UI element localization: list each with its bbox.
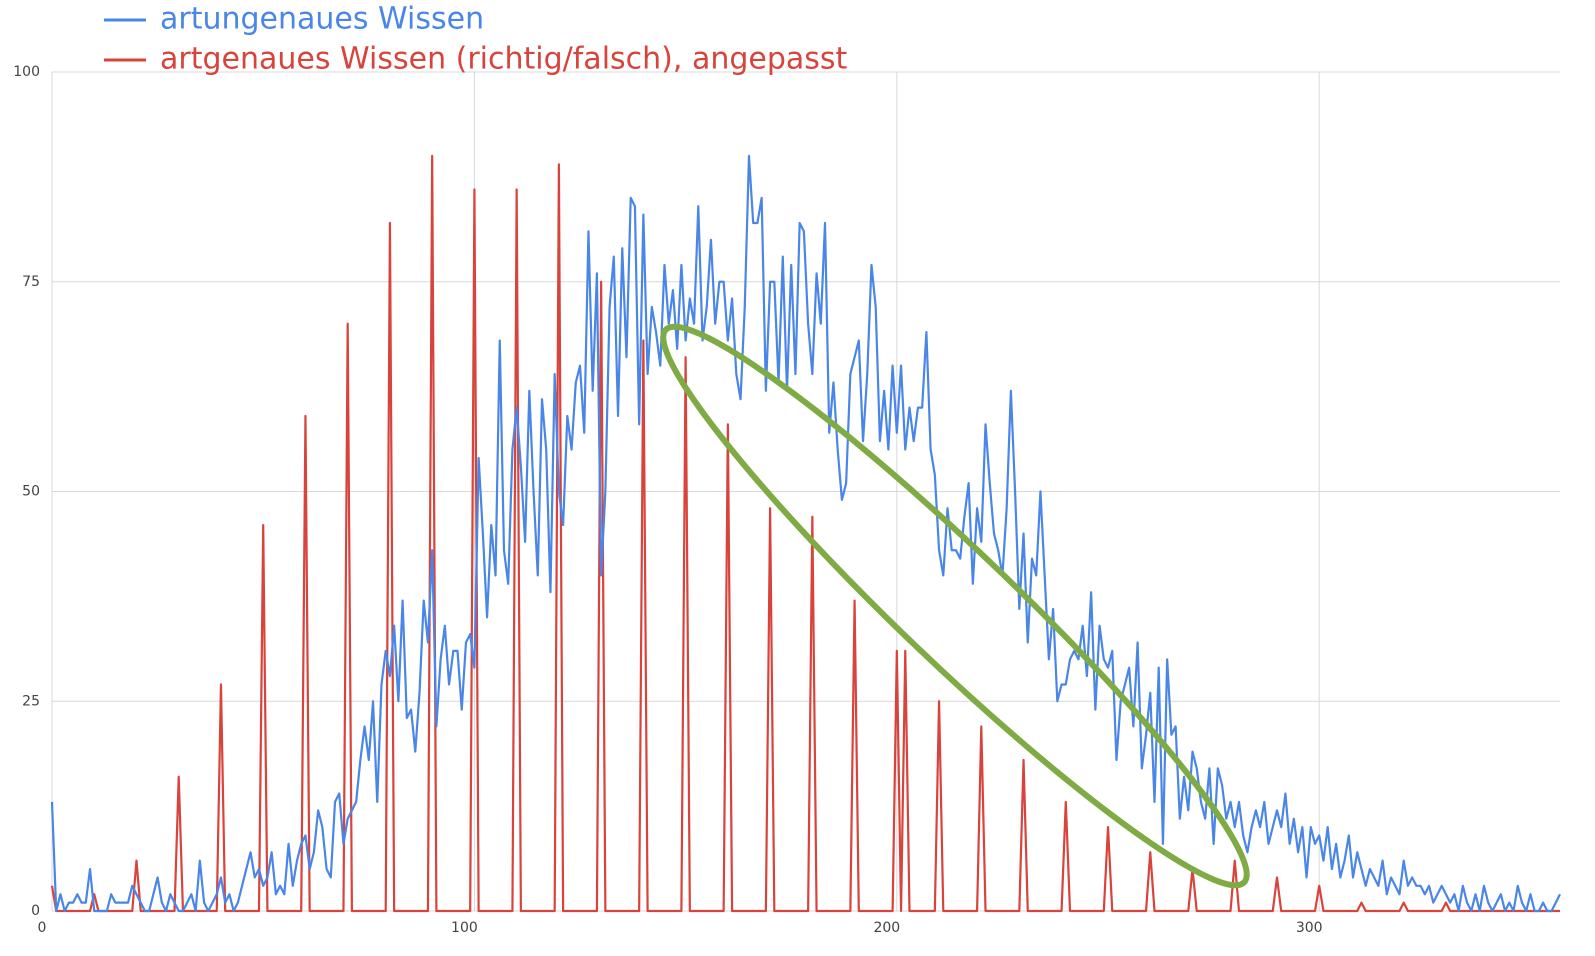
x-tick-label: 100	[451, 920, 478, 936]
x-tick-label: 0	[38, 920, 47, 936]
y-tick-label: 75	[22, 274, 40, 290]
ticks: 0 25 50 75 100 0 100 200 300	[13, 64, 1322, 936]
highlight-ellipse	[660, 323, 1250, 889]
x-tick-label: 300	[1296, 920, 1323, 936]
x-tick-label: 200	[873, 920, 900, 936]
y-tick-label: 0	[31, 903, 40, 919]
legend-label: artungenaues Wissen	[160, 2, 484, 37]
y-tick-label: 50	[22, 484, 40, 500]
y-tick-label: 25	[22, 693, 40, 709]
series-line	[50, 154, 1561, 913]
legend: artungenaues Wissen artgenaues Wissen (ri…	[104, 2, 848, 77]
series-line	[50, 154, 1560, 913]
y-tick-label: 100	[13, 64, 40, 80]
grid	[51, 71, 1560, 912]
legend-label: artgenaues Wissen (richtig/falsch), ange…	[160, 42, 848, 77]
lines	[50, 154, 1561, 913]
